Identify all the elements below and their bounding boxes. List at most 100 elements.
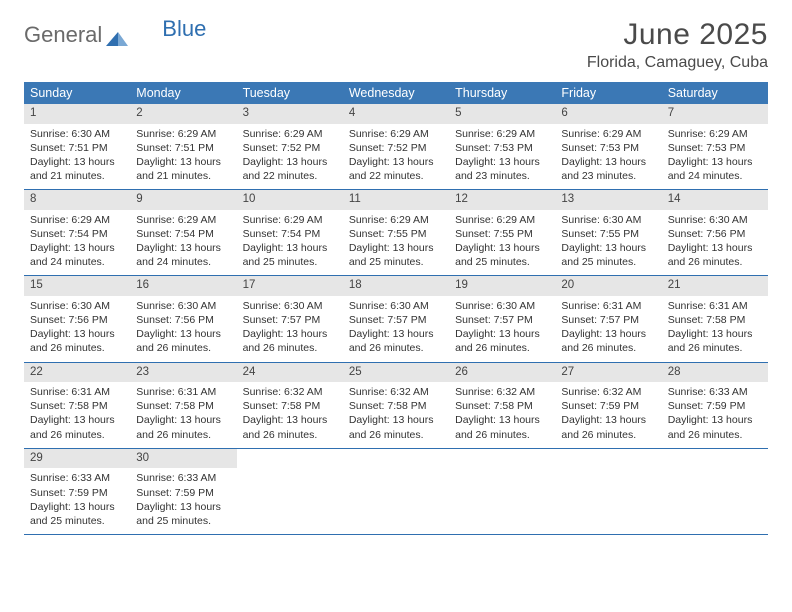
day-body: Sunrise: 6:29 AMSunset: 7:55 PMDaylight:… (449, 210, 555, 276)
day-cell: 14Sunrise: 6:30 AMSunset: 7:56 PMDayligh… (662, 190, 768, 275)
day-body: Sunrise: 6:29 AMSunset: 7:53 PMDaylight:… (449, 124, 555, 190)
day-body: Sunrise: 6:30 AMSunset: 7:55 PMDaylight:… (555, 210, 661, 276)
day-body: Sunrise: 6:30 AMSunset: 7:51 PMDaylight:… (24, 124, 130, 190)
day-number: 30 (130, 449, 236, 469)
sunrise-line: Sunrise: 6:31 AM (136, 385, 230, 399)
daylight-line: Daylight: 13 hours and 26 minutes. (30, 327, 124, 355)
day-body: Sunrise: 6:31 AMSunset: 7:58 PMDaylight:… (130, 382, 236, 448)
week-row: 1Sunrise: 6:30 AMSunset: 7:51 PMDaylight… (24, 104, 768, 190)
day-number: 20 (555, 276, 661, 296)
daylight-line: Daylight: 13 hours and 26 minutes. (349, 327, 443, 355)
sunset-line: Sunset: 7:53 PM (455, 141, 549, 155)
day-cell: 23Sunrise: 6:31 AMSunset: 7:58 PMDayligh… (130, 363, 236, 448)
sunset-line: Sunset: 7:54 PM (136, 227, 230, 241)
daylight-line: Daylight: 13 hours and 26 minutes. (136, 413, 230, 441)
sunset-line: Sunset: 7:54 PM (30, 227, 124, 241)
sunrise-line: Sunrise: 6:29 AM (349, 127, 443, 141)
sunrise-line: Sunrise: 6:29 AM (243, 213, 337, 227)
dow-tuesday: Tuesday (237, 82, 343, 104)
sunset-line: Sunset: 7:58 PM (349, 399, 443, 413)
day-number: 6 (555, 104, 661, 124)
sunset-line: Sunset: 7:58 PM (668, 313, 762, 327)
day-body: Sunrise: 6:30 AMSunset: 7:57 PMDaylight:… (237, 296, 343, 362)
day-cell (662, 449, 768, 534)
sunset-line: Sunset: 7:53 PM (668, 141, 762, 155)
daylight-line: Daylight: 13 hours and 22 minutes. (349, 155, 443, 183)
day-cell (237, 449, 343, 534)
sunset-line: Sunset: 7:58 PM (455, 399, 549, 413)
day-number: 3 (237, 104, 343, 124)
day-cell: 4Sunrise: 6:29 AMSunset: 7:52 PMDaylight… (343, 104, 449, 189)
sunrise-line: Sunrise: 6:33 AM (30, 471, 124, 485)
week-row: 15Sunrise: 6:30 AMSunset: 7:56 PMDayligh… (24, 276, 768, 362)
daylight-line: Daylight: 13 hours and 25 minutes. (136, 500, 230, 528)
calendar: Sunday Monday Tuesday Wednesday Thursday… (24, 82, 768, 535)
sunset-line: Sunset: 7:58 PM (243, 399, 337, 413)
day-number: 15 (24, 276, 130, 296)
day-number: 19 (449, 276, 555, 296)
sunrise-line: Sunrise: 6:29 AM (455, 127, 549, 141)
header: General Blue June 2025 Florida, Camaguey… (24, 18, 768, 72)
day-cell: 22Sunrise: 6:31 AMSunset: 7:58 PMDayligh… (24, 363, 130, 448)
day-body: Sunrise: 6:33 AMSunset: 7:59 PMDaylight:… (130, 468, 236, 534)
day-number: 29 (24, 449, 130, 469)
dow-header-row: Sunday Monday Tuesday Wednesday Thursday… (24, 82, 768, 104)
day-number: 2 (130, 104, 236, 124)
brand-text-2: Blue (162, 16, 206, 42)
sunrise-line: Sunrise: 6:32 AM (455, 385, 549, 399)
sunset-line: Sunset: 7:56 PM (136, 313, 230, 327)
sunrise-line: Sunrise: 6:29 AM (243, 127, 337, 141)
daylight-line: Daylight: 13 hours and 26 minutes. (30, 413, 124, 441)
sunset-line: Sunset: 7:57 PM (243, 313, 337, 327)
day-cell: 19Sunrise: 6:30 AMSunset: 7:57 PMDayligh… (449, 276, 555, 361)
daylight-line: Daylight: 13 hours and 26 minutes. (243, 327, 337, 355)
daylight-line: Daylight: 13 hours and 25 minutes. (243, 241, 337, 269)
day-cell: 29 Sunrise: 6:33 AMSunset: 7:59 PMDayligh… (24, 449, 130, 534)
day-cell: 21Sunrise: 6:31 AMSunset: 7:58 PMDayligh… (662, 276, 768, 361)
day-body: Sunrise: 6:30 AMSunset: 7:56 PMDaylight:… (24, 296, 130, 362)
sunrise-line: Sunrise: 6:30 AM (243, 299, 337, 313)
location-text: Florida, Camaguey, Cuba (587, 54, 768, 72)
day-body: Sunrise: 6:33 AMSunset: 7:59 PMDaylight:… (662, 382, 768, 448)
sunset-line: Sunset: 7:59 PM (561, 399, 655, 413)
daylight-line: Daylight: 13 hours and 26 minutes. (349, 413, 443, 441)
day-number: 10 (237, 190, 343, 210)
daylight-line: Daylight: 13 hours and 21 minutes. (30, 155, 124, 183)
day-number: 22 (24, 363, 130, 383)
day-cell: 17Sunrise: 6:30 AMSunset: 7:57 PMDayligh… (237, 276, 343, 361)
day-cell (449, 449, 555, 534)
day-number: 8 (24, 190, 130, 210)
daylight-line: Daylight: 13 hours and 26 minutes. (561, 327, 655, 355)
daylight-line: Daylight: 13 hours and 26 minutes. (455, 413, 549, 441)
sunset-line: Sunset: 7:55 PM (455, 227, 549, 241)
day-number: 12 (449, 190, 555, 210)
sunrise-line: Sunrise: 6:29 AM (136, 127, 230, 141)
dow-wednesday: Wednesday (343, 82, 449, 104)
day-cell: 7Sunrise: 6:29 AMSunset: 7:53 PMDaylight… (662, 104, 768, 189)
day-number: 17 (237, 276, 343, 296)
daylight-line: Daylight: 13 hours and 26 minutes. (668, 327, 762, 355)
day-number: 9 (130, 190, 236, 210)
week-row: 22Sunrise: 6:31 AMSunset: 7:58 PMDayligh… (24, 363, 768, 449)
day-cell: 10 Sunrise: 6:29 AMSunset: 7:54 PMDayligh… (237, 190, 343, 275)
daylight-line: Daylight: 13 hours and 21 minutes. (136, 155, 230, 183)
daylight-line: Daylight: 13 hours and 26 minutes. (668, 413, 762, 441)
daylight-line: Daylight: 13 hours and 25 minutes. (30, 500, 124, 528)
sunrise-line: Sunrise: 6:29 AM (668, 127, 762, 141)
sunrise-line: Sunrise: 6:30 AM (561, 213, 655, 227)
sunset-line: Sunset: 7:54 PM (243, 227, 337, 241)
day-body: Sunrise: 6:32 AMSunset: 7:58 PMDaylight:… (449, 382, 555, 448)
sunrise-line: Sunrise: 6:30 AM (136, 299, 230, 313)
sunrise-line: Sunrise: 6:30 AM (668, 213, 762, 227)
sunset-line: Sunset: 7:56 PM (30, 313, 124, 327)
sunrise-line: Sunrise: 6:29 AM (455, 213, 549, 227)
sunset-line: Sunset: 7:59 PM (30, 486, 124, 500)
brand-logo: General Blue (24, 22, 206, 48)
month-title: June 2025 (587, 18, 768, 52)
day-body: Sunrise: 6:29 AMSunset: 7:51 PMDaylight:… (130, 124, 236, 190)
day-cell: 12Sunrise: 6:29 AMSunset: 7:55 PMDayligh… (449, 190, 555, 275)
sunset-line: Sunset: 7:57 PM (455, 313, 549, 327)
week-row: 29Sunrise: 6:33 AMSunset: 7:59 PMDayligh… (24, 449, 768, 535)
day-body: Sunrise: 6:31 AMSunset: 7:57 PMDaylight:… (555, 296, 661, 362)
day-number: 18 (343, 276, 449, 296)
